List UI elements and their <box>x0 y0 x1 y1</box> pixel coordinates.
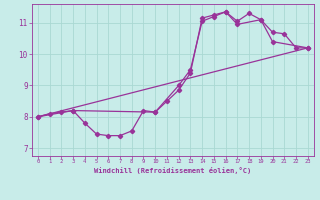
X-axis label: Windchill (Refroidissement éolien,°C): Windchill (Refroidissement éolien,°C) <box>94 167 252 174</box>
